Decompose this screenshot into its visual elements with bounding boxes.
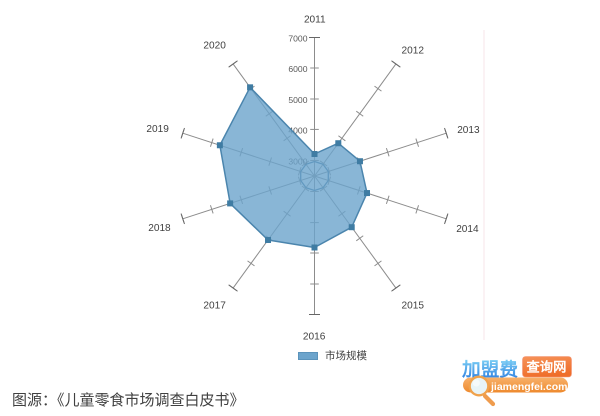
svg-text:jiamengfei.com: jiamengfei.com: [490, 381, 567, 393]
svg-text:查询网: 查询网: [527, 359, 567, 375]
svg-text:加盟费: 加盟费: [461, 359, 518, 380]
